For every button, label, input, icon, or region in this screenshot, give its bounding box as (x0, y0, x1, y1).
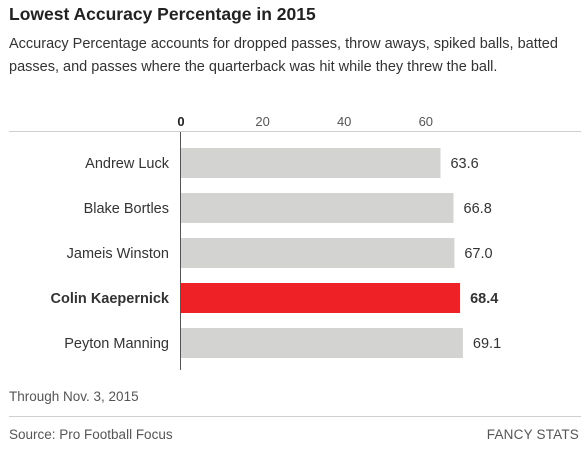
bar-highlighted (181, 283, 461, 313)
value-label: 63.6 (450, 156, 478, 172)
category-label: Peyton Manning (64, 336, 169, 352)
chart-title: Lowest Accuracy Percentage in 2015 (9, 4, 316, 24)
category-label: Jameis Winston (67, 246, 169, 262)
x-tick-label: 40 (337, 114, 351, 129)
chart-subtitle: Accuracy Percentage accounts for dropped… (9, 36, 558, 75)
footnote: Through Nov. 3, 2015 (9, 389, 139, 404)
bar-chart: 0 20 40 60 Andrew Luck 63.6 Blake Bortles 66.8 J… (9, 114, 581, 370)
bar (181, 238, 455, 268)
category-label: Colin Kaepernick (51, 291, 170, 307)
x-tick-label: 0 (177, 114, 184, 129)
value-label: 68.4 (470, 291, 498, 307)
bar (181, 328, 463, 358)
value-label: 69.1 (473, 336, 501, 352)
value-label: 66.8 (464, 201, 492, 217)
category-label: Blake Bortles (84, 201, 169, 217)
source-note: Source: Pro Football Focus (9, 427, 173, 442)
category-label: Andrew Luck (85, 156, 170, 172)
bar (181, 193, 454, 223)
bar (181, 148, 441, 178)
x-tick-label: 60 (419, 114, 433, 129)
brand-label: FANCY STATS (486, 427, 579, 442)
x-tick-label: 20 (255, 114, 269, 129)
value-label: 67.0 (464, 246, 492, 262)
footer-divider (9, 416, 581, 417)
